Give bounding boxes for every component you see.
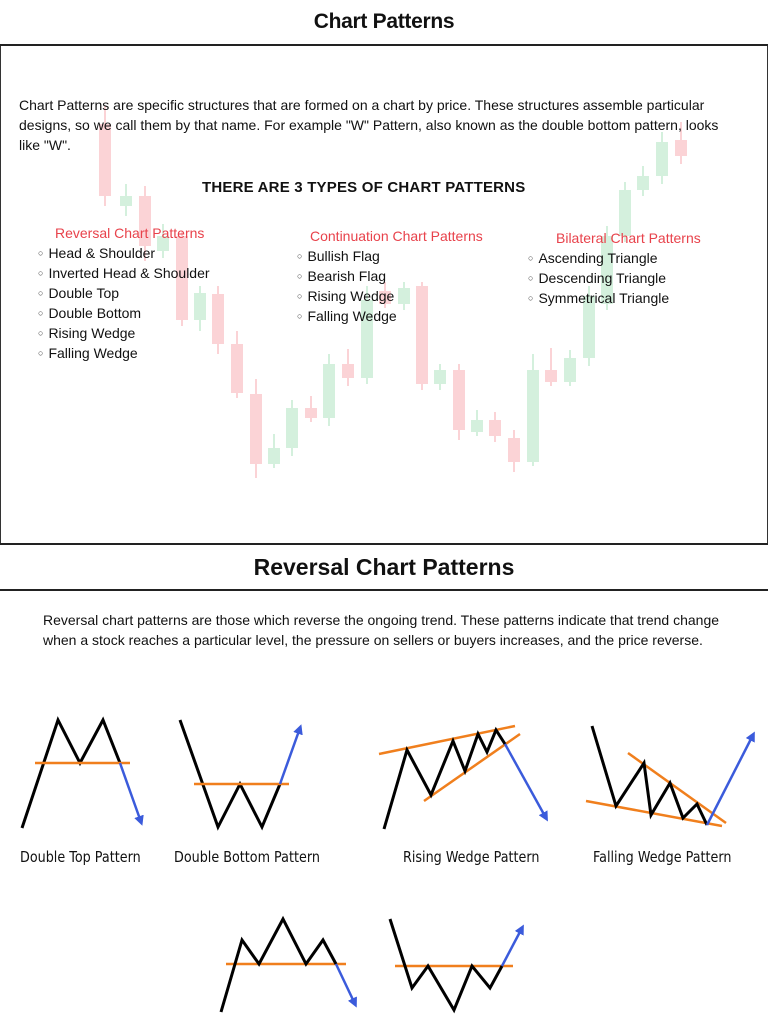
- list-item: ○ Ascending Triangle: [528, 250, 658, 266]
- category-title-bilateral: Bilateral Chart Patterns: [556, 230, 701, 246]
- list-item: ○ Double Top: [38, 285, 120, 301]
- bullish-candle: [637, 176, 649, 190]
- list-item: ○ Head & Shoulder: [38, 245, 156, 261]
- reversal-pattern-diagrams: [20, 716, 755, 1014]
- category-list-bilateral: ○ Ascending Triangle ○ Descending Triangle…: [528, 248, 669, 308]
- category-title-reversal: Reversal Chart Patterns: [55, 225, 205, 241]
- reversal-section-title: Reversal Chart Patterns: [0, 545, 768, 591]
- bearish-candle: [212, 294, 224, 344]
- types-heading: THERE ARE 3 TYPES OF CHART PATTERNS: [202, 179, 526, 196]
- caption-falling-wedge: Falling Wedge Pattern: [593, 848, 732, 866]
- rising-wedge-diagram: [378, 724, 548, 830]
- list-item: ○ Symmetrical Triangle: [528, 290, 670, 306]
- bearish-candle: [99, 124, 111, 196]
- bearish-candle: [545, 370, 557, 382]
- bearish-candle: [139, 196, 151, 246]
- caption-double-top: Double Top Pattern: [20, 848, 141, 866]
- intro-paragraph: Chart Patterns are specific structures t…: [19, 97, 719, 153]
- bullish-candle: [564, 358, 576, 382]
- bullish-candle: [619, 190, 631, 236]
- bearish-candle: [489, 420, 501, 436]
- head-and-shoulders-diagram: [219, 915, 357, 1013]
- double-top-diagram: [20, 716, 144, 829]
- section-divider: [0, 543, 768, 545]
- bullish-candle: [601, 236, 613, 304]
- bullish-candle: [527, 370, 539, 462]
- bullish-candle: [323, 364, 335, 418]
- falling-wedge-diagram: [585, 725, 755, 828]
- bullish-candle: [194, 293, 206, 320]
- bullish-candle: [286, 408, 298, 448]
- bearish-candle: [675, 140, 687, 156]
- reversal-description: Reversal chart patterns are those which …: [43, 612, 720, 648]
- bullish-candle: [434, 370, 446, 384]
- list-item: ○ Rising Wedge: [297, 288, 395, 304]
- bearish-candle: [231, 344, 243, 393]
- page-title: Chart Patterns: [0, 0, 768, 46]
- bullish-candle: [268, 448, 280, 464]
- bearish-candle: [379, 291, 391, 304]
- caption-rising-wedge: Rising Wedge Pattern: [403, 848, 540, 866]
- category-list-continuation: ○ Bullish Flag ○ Bearish Flag ○ Rising Wedg…: [297, 246, 397, 326]
- page-title-text: Chart Patterns: [313, 10, 455, 33]
- intro-section: Chart Patterns are specific structures t…: [0, 46, 768, 543]
- list-item: ○ Bullish Flag: [297, 248, 380, 264]
- bullish-candle: [157, 236, 169, 251]
- bullish-candle: [120, 196, 132, 206]
- category-list-reversal: ○ Head & Shoulder ○ Inverted Head & Should…: [38, 243, 210, 363]
- bullish-candle: [583, 296, 595, 358]
- bearish-candle: [416, 286, 428, 384]
- bullish-candle: [398, 288, 410, 304]
- bearish-candle: [305, 408, 317, 418]
- double-bottom-diagram: [178, 719, 303, 831]
- list-item: ○ Double Bottom: [38, 305, 142, 321]
- bearish-candle: [508, 438, 520, 462]
- background-candlestick-chart: [99, 106, 687, 478]
- list-item: ○ Falling Wedge: [297, 308, 397, 324]
- list-item: ○ Inverted Head & Shoulder: [38, 265, 210, 281]
- bullish-candle: [656, 142, 668, 176]
- bullish-candle: [361, 300, 373, 378]
- inverted-head-and-shoulders-diagram: [388, 918, 524, 1014]
- bearish-candle: [342, 364, 354, 378]
- bearish-candle: [250, 394, 262, 464]
- bearish-candle: [453, 370, 465, 430]
- bearish-candle: [176, 236, 188, 320]
- list-item: ○ Descending Triangle: [528, 270, 667, 286]
- caption-double-bottom: Double Bottom Pattern: [174, 848, 320, 866]
- category-title-continuation: Continuation Chart Patterns: [310, 228, 483, 244]
- list-item: ○ Falling Wedge: [38, 345, 138, 361]
- bullish-candle: [471, 420, 483, 432]
- list-item: ○ Rising Wedge: [38, 325, 136, 341]
- list-item: ○ Bearish Flag: [297, 268, 387, 284]
